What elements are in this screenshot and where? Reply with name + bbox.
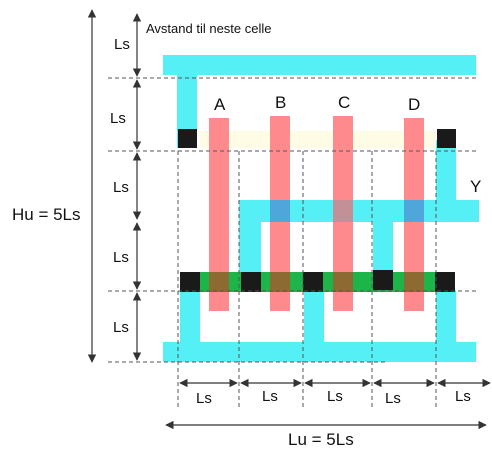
ls-label-h2: Ls [262,388,278,405]
contact-top-right [437,129,456,148]
transistor-a [209,272,229,292]
poly-metal-overlaps [270,200,424,222]
metal-left-vertical [239,200,261,290]
contact-top-left [178,129,197,148]
ls-label-v2: Ls [110,110,126,127]
input-label-c: C [338,93,350,112]
ls-label-v4: Ls [113,249,129,266]
ls-label-h4: Ls [385,390,401,407]
contact-bottom-3 [303,272,323,292]
metal-bottom-left-vertical [180,290,200,355]
transistor-d [404,272,424,292]
contact-bottom-4 [373,270,393,290]
ls-label-h1: Ls [196,390,212,407]
overlap-b-metal [270,200,290,222]
input-label-a: A [214,95,226,114]
transistor-b [270,272,290,292]
metal-bottom-mid-vertical [304,290,324,355]
ls-label-h3: Ls [327,388,343,405]
metal-bottom-right-vertical [436,290,456,355]
hu-label: Hu = 5Ls [12,205,81,224]
input-label-b: B [275,93,286,112]
output-label-y: Y [470,177,481,196]
overlap-c-metal [333,200,353,222]
contact-bottom-2 [241,272,261,292]
contact-bottom-1 [180,272,200,292]
transistor-overlaps [209,272,424,292]
contact-bottom-5 [435,272,455,292]
ls-label-h5: Ls [455,388,471,405]
poly-gate-a [209,118,229,311]
lu-label: Lu = 5Ls [288,430,354,449]
ls-label-v3: Ls [113,179,129,196]
metal-layer [163,55,479,362]
input-label-d: D [408,95,420,114]
ls-label-v5: Ls [113,319,129,336]
metal-d-vertical [373,222,393,277]
overlap-d-metal [404,200,424,222]
upper-diffusion-band [200,131,436,148]
ls-label-v1: Ls [114,36,130,53]
contacts [178,129,456,292]
grid-lines [108,77,476,410]
metal-bottom-rail [163,342,476,362]
transistor-c [333,272,353,292]
metal-top-rail [163,55,476,75]
annotation-text: Avstand til neste celle [146,21,272,36]
metal-right-vertical [436,140,456,222]
